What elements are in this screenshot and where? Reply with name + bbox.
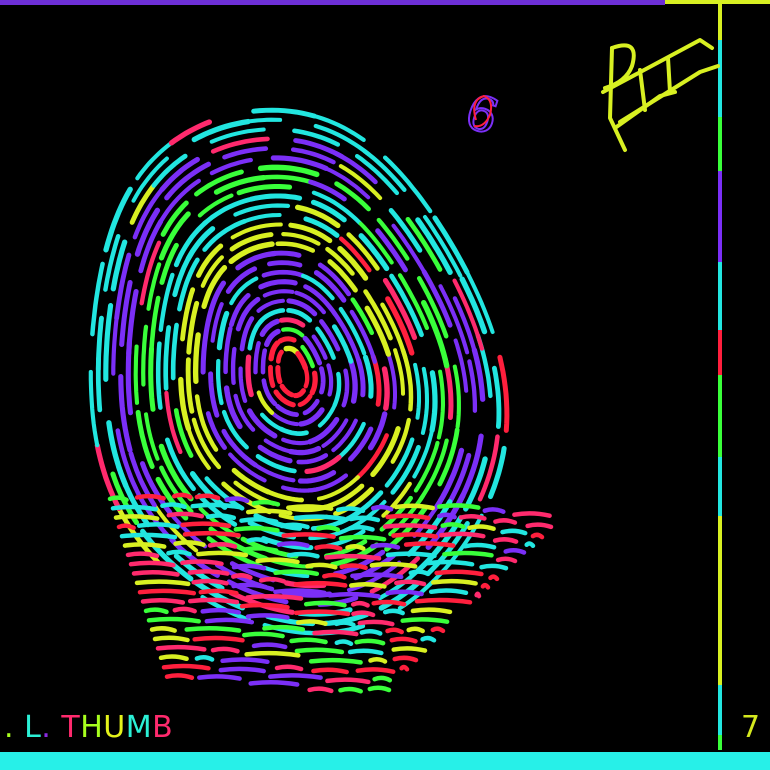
top-border-line (0, 0, 665, 5)
caption-letter: U (103, 710, 126, 745)
bottom-border-bar (0, 752, 770, 770)
cell-number: 7 (741, 710, 761, 745)
fingerprint-ridges (88, 107, 510, 636)
right-cell-border (718, 0, 722, 750)
caption-letter: . (41, 710, 52, 745)
handwritten-initials-scribble (601, 38, 720, 152)
fingerprint-lower-ridges (107, 492, 554, 694)
top-border-line-right (665, 0, 770, 4)
caption-letter: T (51, 710, 81, 745)
caption-letter: M (125, 710, 153, 745)
caption-letter: B (152, 710, 174, 745)
finger-label: . L. THUMB (4, 710, 173, 745)
caption-letter: . (4, 710, 15, 745)
caption-letter: H (80, 710, 104, 745)
handwritten-number-stroke (473, 94, 493, 128)
caption-letter: L (14, 710, 42, 745)
